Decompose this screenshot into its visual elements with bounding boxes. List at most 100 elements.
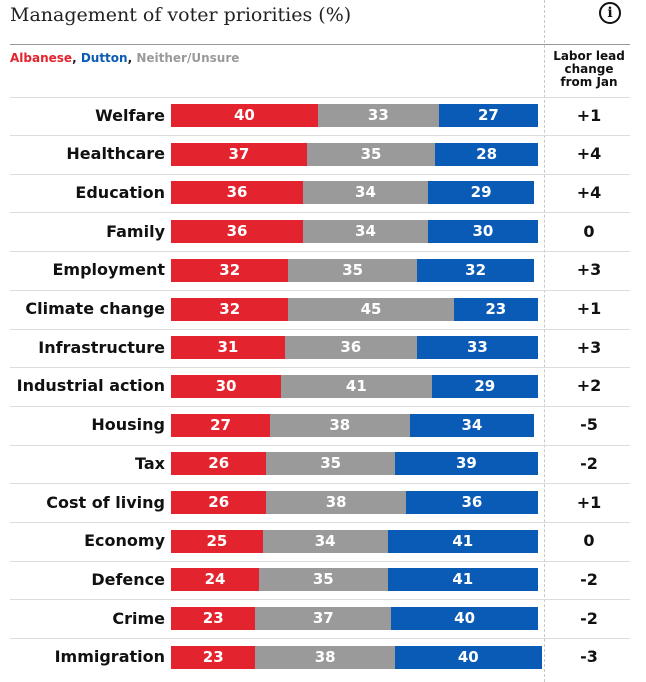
albanese-bar: 37: [171, 142, 307, 166]
row-divider: [10, 135, 630, 136]
legend-dutton: Dutton: [80, 51, 128, 65]
legend-separator: ,: [72, 51, 81, 65]
neither-bar: 38: [266, 491, 406, 514]
category-label: Industrial action: [16, 376, 165, 396]
neither-bar: 45: [288, 297, 454, 321]
albanese-bar: 26: [171, 452, 267, 476]
neither-bar: 35: [306, 142, 436, 166]
dutton-bar: 28: [435, 142, 538, 166]
labor-lead-change: +2: [576, 376, 602, 396]
labor-lead-change: +3: [576, 260, 602, 280]
labor-lead-change: +1: [576, 299, 602, 318]
row-divider: [10, 405, 630, 407]
dutton-bar: 41: [387, 568, 538, 592]
row-divider: [10, 173, 630, 175]
dutton-bar: 41: [387, 529, 538, 553]
category-label: Healthcare: [66, 144, 165, 164]
title-divider: [10, 44, 630, 45]
category-label: Tax: [135, 453, 165, 473]
category-label: Infrastructure: [38, 337, 165, 357]
albanese-bar: 25: [171, 529, 263, 553]
labor-lead-change: +3: [576, 337, 602, 357]
albanese-bar: 24: [171, 568, 260, 592]
neither-bar: 35: [288, 258, 417, 282]
category-label: Education: [75, 182, 165, 202]
albanese-bar: 31: [171, 336, 285, 360]
neither-bar: 38: [270, 413, 410, 437]
row-divider: [10, 251, 630, 253]
dutton-bar: 29: [431, 374, 538, 398]
column-header-line: change: [564, 62, 614, 76]
info-icon[interactable]: i: [599, 2, 621, 24]
labor-lead-change: 0: [583, 531, 595, 551]
category-label: Family: [106, 221, 165, 241]
neither-bar: 34: [303, 181, 428, 205]
row-divider: [10, 599, 630, 601]
row-divider: [10, 522, 630, 523]
dutton-bar: 27: [438, 104, 538, 127]
row-divider: [10, 483, 630, 485]
legend-albanese: Albanese: [10, 51, 73, 65]
category-label: Economy: [84, 531, 165, 551]
neither-bar: 35: [266, 452, 395, 476]
labor-lead-change: -2: [580, 608, 598, 628]
neither-bar: 35: [259, 568, 388, 592]
dutton-bar: 39: [394, 452, 538, 476]
row-divider: [10, 638, 630, 640]
category-label: Welfare: [95, 105, 165, 125]
dutton-bar: 40: [391, 607, 538, 631]
row-divider: [10, 444, 630, 446]
labor-lead-change: +4: [576, 182, 602, 202]
category-label: Employment: [52, 260, 165, 280]
albanese-bar: 32: [171, 297, 289, 321]
labor-lead-change: -3: [580, 647, 598, 667]
neither-bar: 33: [317, 104, 439, 127]
neither-bar: 34: [262, 529, 388, 553]
albanese-bar: 23: [171, 607, 256, 631]
dutton-bar: 29: [427, 181, 535, 205]
dutton-bar: 36: [405, 491, 538, 514]
albanese-bar: 36: [171, 220, 304, 244]
row-divider: [10, 328, 630, 330]
albanese-bar: 26: [171, 491, 267, 514]
labor-lead-change: +1: [576, 492, 602, 512]
dutton-bar: 33: [416, 336, 538, 360]
row-divider: [10, 367, 630, 369]
albanese-bar: 36: [171, 181, 304, 205]
labor-lead-change: -2: [580, 569, 598, 589]
legend-separator: ,: [127, 51, 137, 65]
row-divider: [10, 560, 630, 562]
neither-bar: 38: [255, 645, 395, 669]
dutton-bar: 40: [394, 645, 542, 669]
dutton-bar: 23: [453, 297, 538, 321]
albanese-bar: 30: [171, 374, 282, 398]
neither-bar: 34: [303, 220, 428, 244]
dutton-bar: 34: [409, 413, 535, 437]
labor-lead-change: -5: [580, 415, 598, 435]
albanese-bar: 32: [171, 258, 289, 282]
column-header-line: from Jan: [560, 75, 618, 89]
category-label: Crime: [112, 608, 165, 628]
albanese-bar: 23: [171, 645, 256, 669]
category-label: Housing: [91, 415, 165, 435]
column-header-line: Labor lead: [553, 49, 625, 63]
category-label: Cost of living: [46, 492, 165, 512]
labor-lead-change: 0: [583, 221, 595, 241]
column-divider: [544, 0, 545, 682]
labor-lead-change: -2: [580, 453, 598, 473]
row-divider: [10, 212, 630, 214]
neither-bar: 36: [284, 336, 417, 360]
dutton-bar: 32: [416, 258, 535, 282]
category-label: Immigration: [54, 647, 165, 667]
albanese-bar: 27: [171, 413, 271, 437]
column-header: Labor lead change from Jan: [548, 50, 630, 89]
labor-lead-change: +1: [576, 105, 602, 125]
row-divider: [10, 97, 630, 98]
legend: Albanese, Dutton, Neither/Unsure: [10, 51, 239, 65]
neither-bar: 37: [255, 607, 392, 631]
dutton-bar: 30: [427, 220, 538, 244]
legend-neither: Neither/Unsure: [136, 51, 240, 65]
neither-bar: 41: [281, 374, 432, 398]
chart-title: Management of voter priorities (%): [10, 4, 352, 26]
albanese-bar: 40: [171, 104, 318, 127]
